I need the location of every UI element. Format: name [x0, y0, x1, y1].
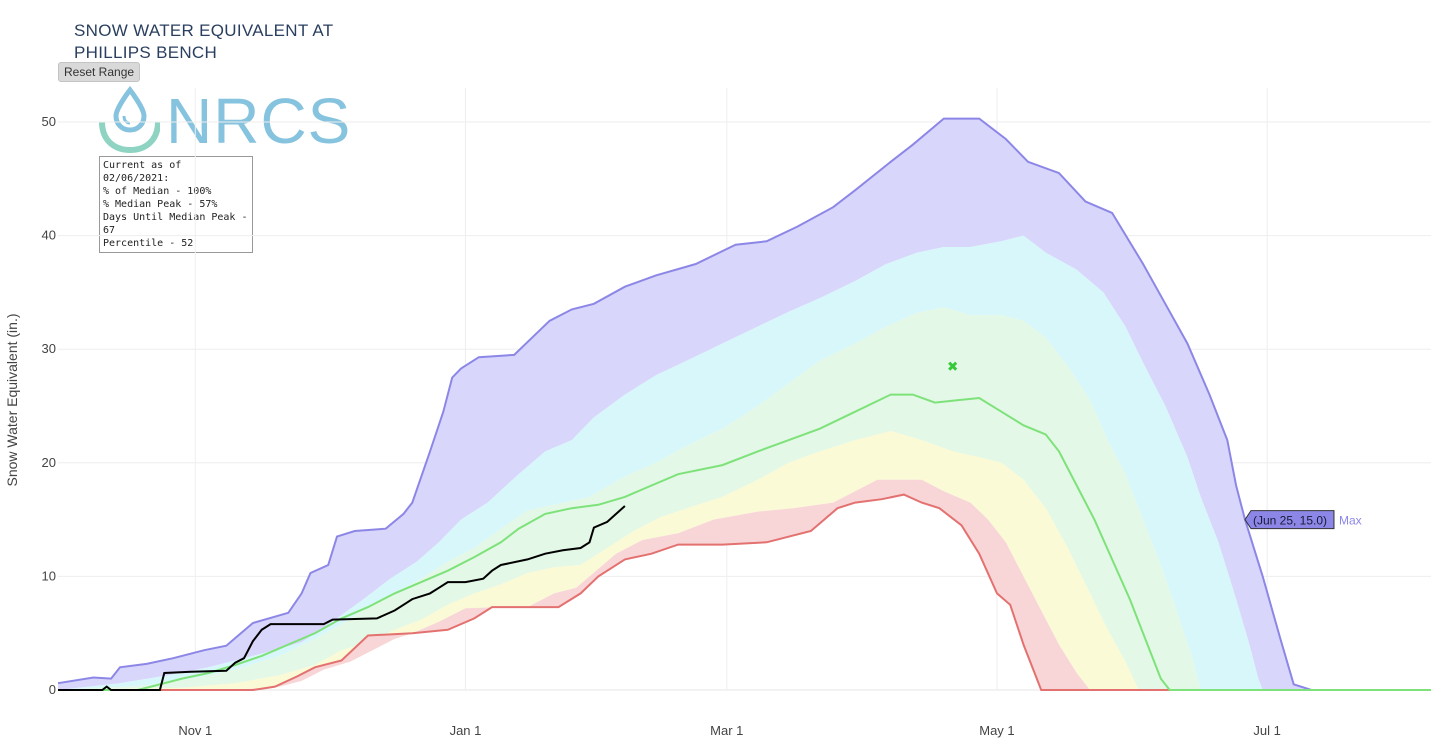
reset-range-button[interactable]: Reset Range — [58, 62, 141, 82]
chart-title: SNOW WATER EQUIVALENT AT PHILLIPS BENCH — [74, 20, 333, 64]
band-30-to-10 — [58, 431, 1431, 690]
y-tick-label: 10 — [42, 568, 56, 583]
median-series-line — [58, 393, 1431, 691]
x-tick-label: May 1 — [979, 723, 1014, 738]
band-max-to-90 — [58, 118, 1431, 691]
median-peak-marker — [948, 361, 958, 371]
info-line-days-until-peak: Days Until Median Peak - 67 — [103, 212, 248, 236]
info-line-median: % of Median - 100% — [103, 186, 212, 197]
x-tick-label: Mar 1 — [710, 723, 743, 738]
band-70-to-30 — [58, 307, 1431, 690]
band-90-to-70 — [58, 235, 1431, 690]
min-series-line — [58, 493, 1431, 691]
max-series-line — [57, 117, 1431, 691]
status-info-box: Current as of 02/06/2021: % of Median - … — [99, 156, 253, 253]
y-tick-label: 0 — [49, 682, 56, 697]
y-tick-label: 50 — [42, 114, 56, 129]
x-tick-label: Jul 1 — [1253, 723, 1280, 738]
hover-tooltip-text: (Jun 25, 15.0) — [1253, 514, 1327, 528]
tooltip-layer: (Jun 25, 15.0) Max — [1244, 510, 1362, 530]
nrcs-logo: NRCS — [96, 86, 350, 156]
chart-title-line2: PHILLIPS BENCH — [74, 43, 218, 62]
hover-tooltip-box — [1244, 510, 1335, 530]
area-layer — [58, 118, 1431, 691]
info-line-current: Current as of 02/06/2021: — [103, 160, 182, 184]
band-10-to-min — [58, 479, 1431, 690]
current-series-line — [58, 505, 626, 691]
line-layer — [57, 117, 1431, 691]
axis-layer: 0 10 20 30 40 50 Nov 1 Jan 1 Mar 1 May 1 Jul 1 — [42, 114, 1281, 738]
x-tick-label: Nov 1 — [178, 723, 212, 738]
x-tick-label: Jan 1 — [450, 723, 482, 738]
y-tick-label: 20 — [42, 455, 56, 470]
info-line-percentile: Percentile - 52 — [103, 238, 194, 249]
nrcs-logo-text: NRCS — [166, 85, 352, 157]
water-drop-icon — [99, 86, 160, 154]
info-line-median-peak: % Median Peak - 57% — [103, 199, 218, 210]
hover-tooltip-series: Max — [1339, 514, 1362, 528]
chart-title-line1: SNOW WATER EQUIVALENT AT — [74, 21, 334, 40]
y-tick-label: 40 — [42, 228, 56, 243]
y-tick-label: 30 — [42, 341, 56, 356]
